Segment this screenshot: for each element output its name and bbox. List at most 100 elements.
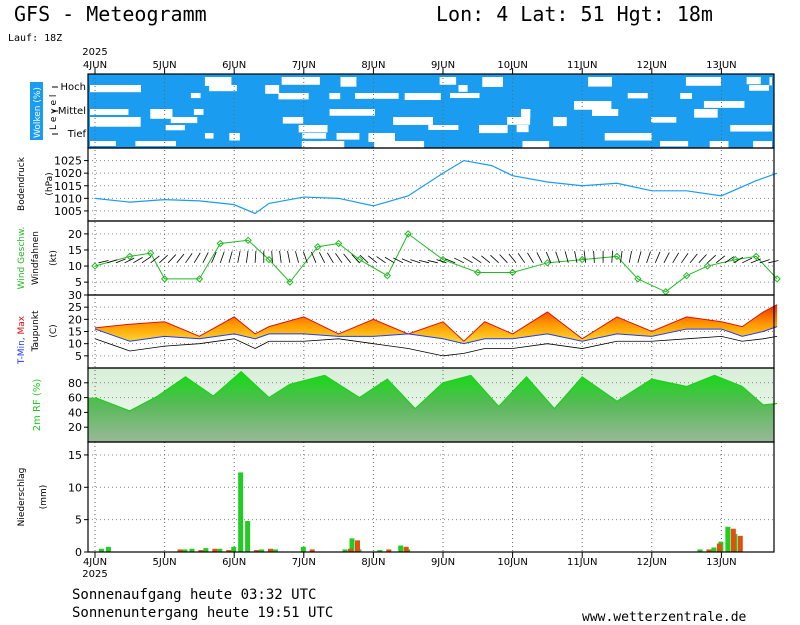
wind-ylabel-2: Windfahnen <box>31 231 41 285</box>
cloud-ylabel-bg <box>30 82 43 140</box>
wind-barb <box>401 258 412 264</box>
y-tick-label: 15 <box>68 244 82 257</box>
wind-barb <box>698 254 707 264</box>
wind-point-marker <box>244 236 252 245</box>
wind-barb <box>445 258 456 264</box>
tmax-series-line <box>94 304 778 342</box>
wind-barb <box>287 251 291 263</box>
cloud-gap <box>730 125 772 132</box>
wind-barb <box>454 257 465 264</box>
panel-frame <box>87 220 775 296</box>
precipitation-bar <box>212 548 218 552</box>
y-tick-label: 20 <box>68 313 82 326</box>
wind-barb <box>555 251 560 263</box>
cloud-gap <box>355 93 399 99</box>
cloud-gap <box>165 125 185 131</box>
wind-barb <box>436 259 447 264</box>
wind-barb <box>427 260 438 264</box>
wind-barb <box>499 254 508 264</box>
precipitation-bar <box>268 548 273 552</box>
wind-point-marker <box>286 278 294 286</box>
wind-barb <box>733 256 744 264</box>
wind-barb <box>620 250 623 263</box>
precipitation-bar <box>725 526 731 552</box>
wind-barb <box>646 251 651 263</box>
wind-point-marker <box>439 255 447 264</box>
x-label-bottom: 10JUN <box>497 557 527 568</box>
wind-barb <box>254 250 257 263</box>
wind-point-marker <box>682 271 691 280</box>
cloud-gap <box>685 77 722 86</box>
precipitation-ylabel-2: (mm) <box>39 485 49 510</box>
cloud-gap <box>298 125 328 133</box>
precipitation-bar <box>226 550 232 552</box>
cloud-gap <box>340 77 357 87</box>
y-tick-label: 60 <box>68 392 82 405</box>
panel-frame <box>87 147 775 222</box>
cloud-gap <box>651 117 677 123</box>
x-label-bottom: 7JUN <box>292 557 316 568</box>
wind-barb <box>481 255 491 264</box>
website-link[interactable]: www.wetterzentrale.de <box>582 610 747 625</box>
y-tick-label: 40 <box>68 406 82 419</box>
precipitation-bar <box>245 520 251 552</box>
x-label-top: 9JUN <box>431 60 455 71</box>
wind-point-marker <box>613 252 621 261</box>
humidity-series-line <box>94 370 778 412</box>
wind-point-marker <box>195 275 204 283</box>
precipitation-bar <box>706 549 712 552</box>
cloud-gap <box>229 133 240 141</box>
cloud-gap <box>769 77 772 86</box>
precipitation-bar <box>105 546 111 552</box>
wind-barb <box>472 256 482 264</box>
cloud-gap <box>439 77 457 85</box>
wind-barb <box>742 257 753 264</box>
x-label-top: 10JUN <box>497 60 527 71</box>
wind-barb <box>384 256 395 264</box>
cloud-gap <box>516 125 529 133</box>
cloud-gap <box>458 85 468 92</box>
wind-barb <box>219 251 225 263</box>
title-model: GFS - Meteogramm <box>14 2 207 26</box>
wind-barb <box>410 259 421 264</box>
cloud-gap <box>374 141 425 148</box>
wind-barb <box>159 254 168 264</box>
wind-barb <box>672 252 680 264</box>
wind-barb <box>527 252 534 264</box>
humidity-ylabel: 2m RF (%) <box>32 379 43 432</box>
wind-barb <box>115 258 126 264</box>
pressure-series-line <box>94 159 778 215</box>
x-label-bottom: 6JUN <box>222 557 246 568</box>
wind-barb <box>545 251 552 263</box>
x-label-bottom: 8JUN <box>361 557 385 568</box>
wind-barb <box>98 260 109 264</box>
y-tick-label: 1025 <box>54 155 82 168</box>
x-label-bottom: 13JUN <box>706 557 736 568</box>
year-label-bottom: 2025 <box>82 569 107 580</box>
precipitation-bar <box>386 549 392 552</box>
precipitation-bar <box>272 549 278 552</box>
wind-point-marker <box>752 252 760 261</box>
wind-point-marker <box>334 239 343 248</box>
precipitation-bar <box>309 549 315 552</box>
dewpoint-series-line <box>94 335 778 357</box>
wind-barb <box>517 253 526 264</box>
y-tick-label: 1010 <box>54 192 82 205</box>
precipitation-bar <box>398 545 404 552</box>
x-label-top: 11JUN <box>567 60 597 71</box>
cloud-gap <box>627 93 648 99</box>
wind-ylabel-3: (kt) <box>49 250 59 266</box>
wind-barb <box>295 251 299 263</box>
wind-ylabel-1: Wind Geschw. <box>17 227 27 290</box>
wind-barb <box>611 250 614 263</box>
precipitation-bar <box>189 548 195 552</box>
model-run-label: Lauf: 18Z <box>8 33 63 44</box>
precipitation-bar <box>254 550 260 552</box>
wind-barb <box>768 260 779 264</box>
wind-barb <box>637 251 642 263</box>
wind-barb <box>663 252 670 264</box>
cloud-gap <box>90 141 116 147</box>
precipitation-bar <box>198 550 204 552</box>
cloud-gap <box>135 141 177 147</box>
x-label-bottom: 4JUN <box>83 557 107 568</box>
